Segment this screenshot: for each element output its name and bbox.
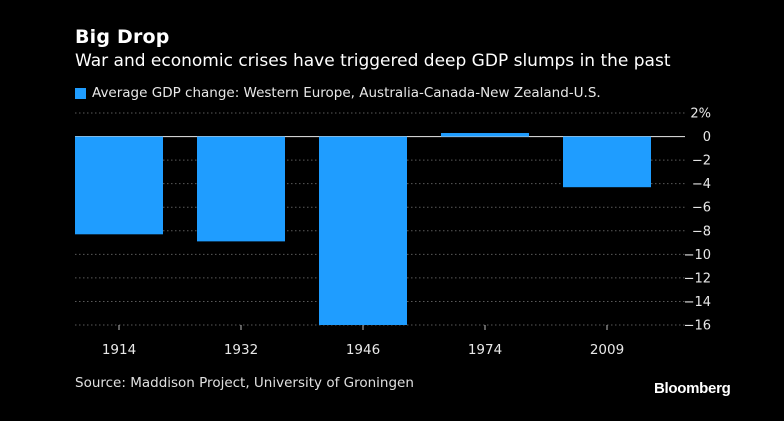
y-tick-label: −8 — [692, 224, 711, 239]
y-tick-label: −4 — [692, 177, 711, 192]
y-tick-label: −16 — [684, 319, 711, 334]
legend-label: Average GDP change: Western Europe, Aust… — [92, 85, 601, 101]
chart-title: Big Drop — [75, 26, 170, 48]
y-tick-label: −14 — [684, 295, 711, 310]
bar-2009 — [563, 136, 651, 188]
chart-subtitle: War and economic crises have triggered d… — [75, 51, 671, 71]
legend-swatch — [75, 87, 86, 99]
x-tick-label: 1946 — [346, 342, 380, 358]
bar-1932 — [197, 136, 285, 242]
legend: Average GDP change: Western Europe, Aust… — [75, 85, 601, 101]
bar-1946 — [319, 136, 407, 325]
x-tick-label: 2009 — [590, 342, 624, 358]
bar-1974 — [441, 133, 529, 137]
y-tick-label: −2 — [692, 154, 711, 169]
y-tick-label: −6 — [692, 201, 711, 216]
x-tick-label: 1974 — [468, 342, 502, 358]
y-tick-label: −10 — [684, 248, 711, 263]
y-tick-label: 2% — [690, 107, 711, 122]
bar-1914 — [75, 136, 163, 235]
source-note: Source: Maddison Project, University of … — [75, 375, 414, 391]
x-tick-label: 1914 — [102, 342, 136, 358]
x-tick-label: 1932 — [224, 342, 258, 358]
y-tick-label: −12 — [684, 271, 711, 286]
y-tick-label: 0 — [703, 130, 711, 145]
bloomberg-logo: Bloomberg — [654, 380, 731, 397]
